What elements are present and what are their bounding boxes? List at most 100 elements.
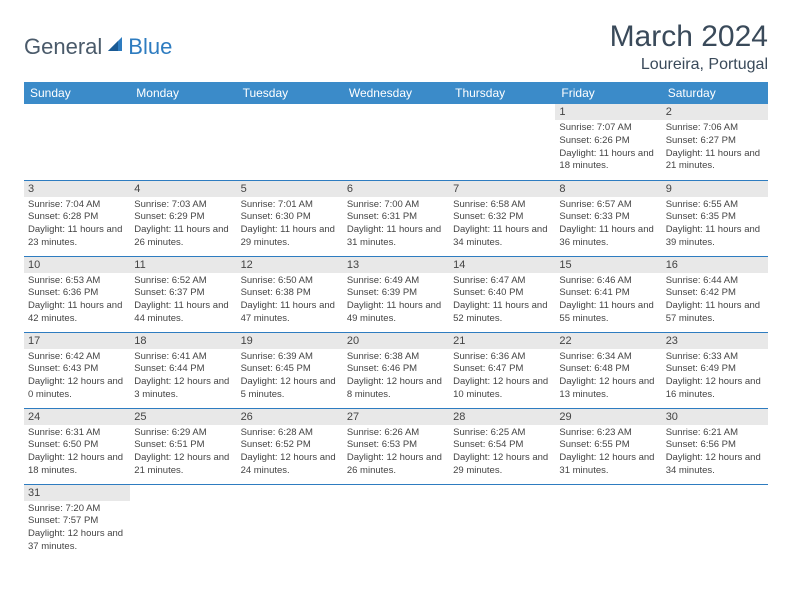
day-details: Sunrise: 6:49 AMSunset: 6:39 PMDaylight:… [343, 273, 449, 330]
sunset-text: Sunset: 6:47 PM [453, 363, 551, 376]
sunset-text: Sunset: 6:45 PM [241, 363, 339, 376]
calendar-day-cell: 14Sunrise: 6:47 AMSunset: 6:40 PMDayligh… [449, 256, 555, 332]
calendar-week-row: 10 Sunrise: 6:53 AMSunset: 6:36 PM Dayligh… [24, 256, 768, 332]
calendar-day-cell: 5Sunrise: 7:01 AMSunset: 6:30 PMDaylight… [237, 180, 343, 256]
daylight-text: Daylight: 11 hours and 18 minutes. [559, 148, 657, 174]
daylight-text: Daylight: 12 hours and 16 minutes. [666, 376, 764, 402]
sunrise-text: Sunrise: 7:06 AM [666, 122, 764, 135]
sunrise-text: Sunrise: 6:44 AM [666, 275, 764, 288]
sunset-text: Sunset: 6:51 PM [134, 439, 232, 452]
sunset-text: Sunset: 6:33 PM [559, 211, 657, 224]
day-details: Sunrise: 7:20 AMSunset: 7:57 PMDaylight:… [24, 501, 130, 558]
day-details: Sunrise: 6:31 AMSunset: 6:50 PMDaylight:… [24, 425, 130, 482]
daylight-text: Daylight: 11 hours and 52 minutes. [453, 300, 551, 326]
calendar-day-cell: 31Sunrise: 7:20 AMSunset: 7:57 PMDayligh… [24, 484, 130, 560]
day-number: 29 [555, 409, 661, 425]
calendar-day-cell: 28Sunrise: 6:25 AMSunset: 6:54 PMDayligh… [449, 408, 555, 484]
daylight-text: Daylight: 11 hours and 47 minutes. [241, 300, 339, 326]
sunset-text: Sunset: 6:26 PM [559, 135, 657, 148]
day-number: 24 [24, 409, 130, 425]
daylight-text: Daylight: 12 hours and 18 minutes. [28, 452, 126, 478]
calendar-day-cell [449, 104, 555, 180]
sunset-text: Sunset: 6:41 PM [559, 287, 657, 300]
sunset-text: Sunset: 6:52 PM [241, 439, 339, 452]
sunrise-text: Sunrise: 6:21 AM [666, 427, 764, 440]
day-details: Sunrise: 6:47 AMSunset: 6:40 PMDaylight:… [449, 273, 555, 330]
calendar-day-cell: 20Sunrise: 6:38 AMSunset: 6:46 PMDayligh… [343, 332, 449, 408]
day-number: 5 [237, 181, 343, 197]
sunset-text: Sunset: 6:36 PM [28, 287, 126, 300]
day-number: 28 [449, 409, 555, 425]
daylight-text: Daylight: 12 hours and 24 minutes. [241, 452, 339, 478]
calendar-day-cell [237, 484, 343, 560]
day-number: 8 [555, 181, 661, 197]
daylight-text: Daylight: 11 hours and 26 minutes. [134, 224, 232, 250]
sunrise-text: Sunrise: 6:49 AM [347, 275, 445, 288]
calendar-day-cell: 21Sunrise: 6:36 AMSunset: 6:47 PMDayligh… [449, 332, 555, 408]
calendar-day-cell [343, 484, 449, 560]
day-number: 14 [449, 257, 555, 273]
calendar-day-cell: 16 Sunrise: 6:44 AMSunset: 6:42 PMDayligh… [662, 256, 768, 332]
calendar-week-row: 31Sunrise: 7:20 AMSunset: 7:57 PMDayligh… [24, 484, 768, 560]
daylight-text: Daylight: 11 hours and 31 minutes. [347, 224, 445, 250]
day-number: 21 [449, 333, 555, 349]
daylight-text: Daylight: 11 hours and 44 minutes. [134, 300, 232, 326]
daylight-text: Daylight: 11 hours and 39 minutes. [666, 224, 764, 250]
location: Loureira, Portugal [610, 56, 768, 74]
calendar-day-cell: 10Sunrise: 6:53 AMSunset: 6:36 PMDayligh… [24, 256, 130, 332]
calendar-day-cell: 27Sunrise: 6:26 AMSunset: 6:53 PMDayligh… [343, 408, 449, 484]
day-number: 20 [343, 333, 449, 349]
calendar-week-row: 24Sunrise: 6:31 AMSunset: 6:50 PMDayligh… [24, 408, 768, 484]
sunset-text: Sunset: 6:39 PM [347, 287, 445, 300]
calendar-day-cell: 30Sunrise: 6:21 AMSunset: 6:56 PMDayligh… [662, 408, 768, 484]
weekday-header: Thursday [449, 82, 555, 104]
day-number: 16 [662, 257, 768, 273]
calendar-day-cell: 1Sunrise: 7:07 AMSunset: 6:26 PMDaylight… [555, 104, 661, 180]
daylight-text: Daylight: 12 hours and 8 minutes. [347, 376, 445, 402]
calendar-day-cell: 2Sunrise: 7:06 AMSunset: 6:27 PMDaylight… [662, 104, 768, 180]
sunrise-text: Sunrise: 6:58 AM [453, 199, 551, 212]
sunrise-text: Sunrise: 6:39 AM [241, 351, 339, 364]
sunset-text: Sunset: 6:53 PM [347, 439, 445, 452]
day-number: 7 [449, 181, 555, 197]
sunset-text: Sunset: 6:54 PM [453, 439, 551, 452]
calendar-day-cell: 12Sunrise: 6:50 AMSunset: 6:38 PMDayligh… [237, 256, 343, 332]
sunset-text: Sunset: 6:42 PM [666, 287, 764, 300]
day-number: 2 [662, 104, 768, 120]
calendar-day-cell: 25Sunrise: 6:29 AMSunset: 6:51 PMDayligh… [130, 408, 236, 484]
sunrise-text: Sunrise: 6:34 AM [559, 351, 657, 364]
sunrise-text: Sunrise: 6:29 AM [134, 427, 232, 440]
day-details: Sunrise: 6:57 AMSunset: 6:33 PMDaylight:… [555, 197, 661, 254]
day-details: Sunrise: 6:38 AMSunset: 6:46 PMDaylight:… [343, 349, 449, 406]
sunrise-text: Sunrise: 6:33 AM [666, 351, 764, 364]
daylight-text: Daylight: 11 hours and 57 minutes. [666, 300, 764, 326]
day-details: Sunrise: 6:33 AMSunset: 6:49 PMDaylight:… [662, 349, 768, 406]
sunrise-text: Sunrise: 6:25 AM [453, 427, 551, 440]
calendar-week-row: 1Sunrise: 7:07 AMSunset: 6:26 PMDaylight… [24, 104, 768, 180]
sunrise-text: Sunrise: 6:53 AM [28, 275, 126, 288]
sunset-text: Sunset: 6:28 PM [28, 211, 126, 224]
calendar-day-cell [237, 104, 343, 180]
sunrise-text: Sunrise: 6:50 AM [241, 275, 339, 288]
day-details: Sunrise: 6:50 AMSunset: 6:38 PMDaylight:… [237, 273, 343, 330]
weekday-header: Saturday [662, 82, 768, 104]
title-block: March 2024 Loureira, Portugal [610, 20, 768, 74]
day-number: 1 [555, 104, 661, 120]
sunrise-text: Sunrise: 6:55 AM [666, 199, 764, 212]
sunrise-text: Sunrise: 6:41 AM [134, 351, 232, 364]
day-number: 10 [24, 257, 130, 273]
daylight-text: Daylight: 11 hours and 36 minutes. [559, 224, 657, 250]
day-details: Sunrise: 6:52 AMSunset: 6:37 PMDaylight:… [130, 273, 236, 330]
sunrise-text: Sunrise: 6:31 AM [28, 427, 126, 440]
day-details: Sunrise: 6:58 AMSunset: 6:32 PMDaylight:… [449, 197, 555, 254]
sunset-text: Sunset: 6:40 PM [453, 287, 551, 300]
page-header: General Blue March 2024 Loureira, Portug… [24, 20, 768, 74]
sunrise-text: Sunrise: 6:28 AM [241, 427, 339, 440]
day-details: Sunrise: 6:41 AMSunset: 6:44 PMDaylight:… [130, 349, 236, 406]
weekday-header: Friday [555, 82, 661, 104]
day-details: Sunrise: 7:07 AMSunset: 6:26 PMDaylight:… [555, 120, 661, 177]
calendar-day-cell: 6Sunrise: 7:00 AMSunset: 6:31 PMDaylight… [343, 180, 449, 256]
daylight-text: Daylight: 12 hours and 10 minutes. [453, 376, 551, 402]
day-details: Sunrise: 6:36 AMSunset: 6:47 PMDaylight:… [449, 349, 555, 406]
daylight-text: Daylight: 11 hours and 23 minutes. [28, 224, 126, 250]
